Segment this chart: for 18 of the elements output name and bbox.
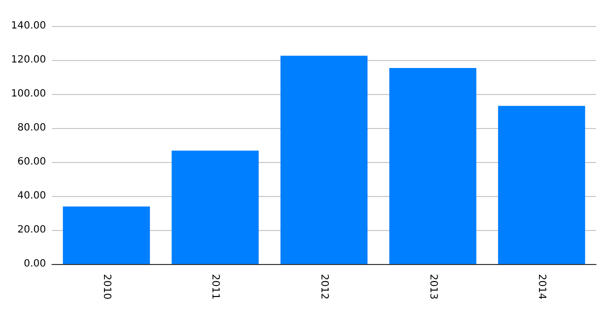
y-tick-label: 100.00 bbox=[10, 88, 46, 100]
x-tick-label: 2013 bbox=[427, 274, 438, 300]
y-tick-label: 40.00 bbox=[17, 190, 46, 202]
y-tick-label: 140.00 bbox=[10, 20, 46, 32]
bar bbox=[389, 68, 476, 264]
y-tick-label: 80.00 bbox=[17, 122, 46, 134]
x-tick-label: 2014 bbox=[536, 274, 548, 300]
y-tick-label: 0.00 bbox=[24, 258, 46, 270]
y-tick-label: 20.00 bbox=[17, 224, 46, 236]
x-tick-label: 2010 bbox=[100, 274, 112, 300]
x-tick-label: 2012 bbox=[318, 274, 330, 300]
y-tick-label: 120.00 bbox=[10, 54, 46, 66]
y-tick-label: 60.00 bbox=[17, 156, 46, 168]
bar bbox=[498, 106, 586, 264]
x-tick-label: 2011 bbox=[210, 274, 221, 300]
bar bbox=[62, 206, 150, 264]
bar bbox=[280, 56, 368, 264]
bar bbox=[172, 150, 259, 264]
